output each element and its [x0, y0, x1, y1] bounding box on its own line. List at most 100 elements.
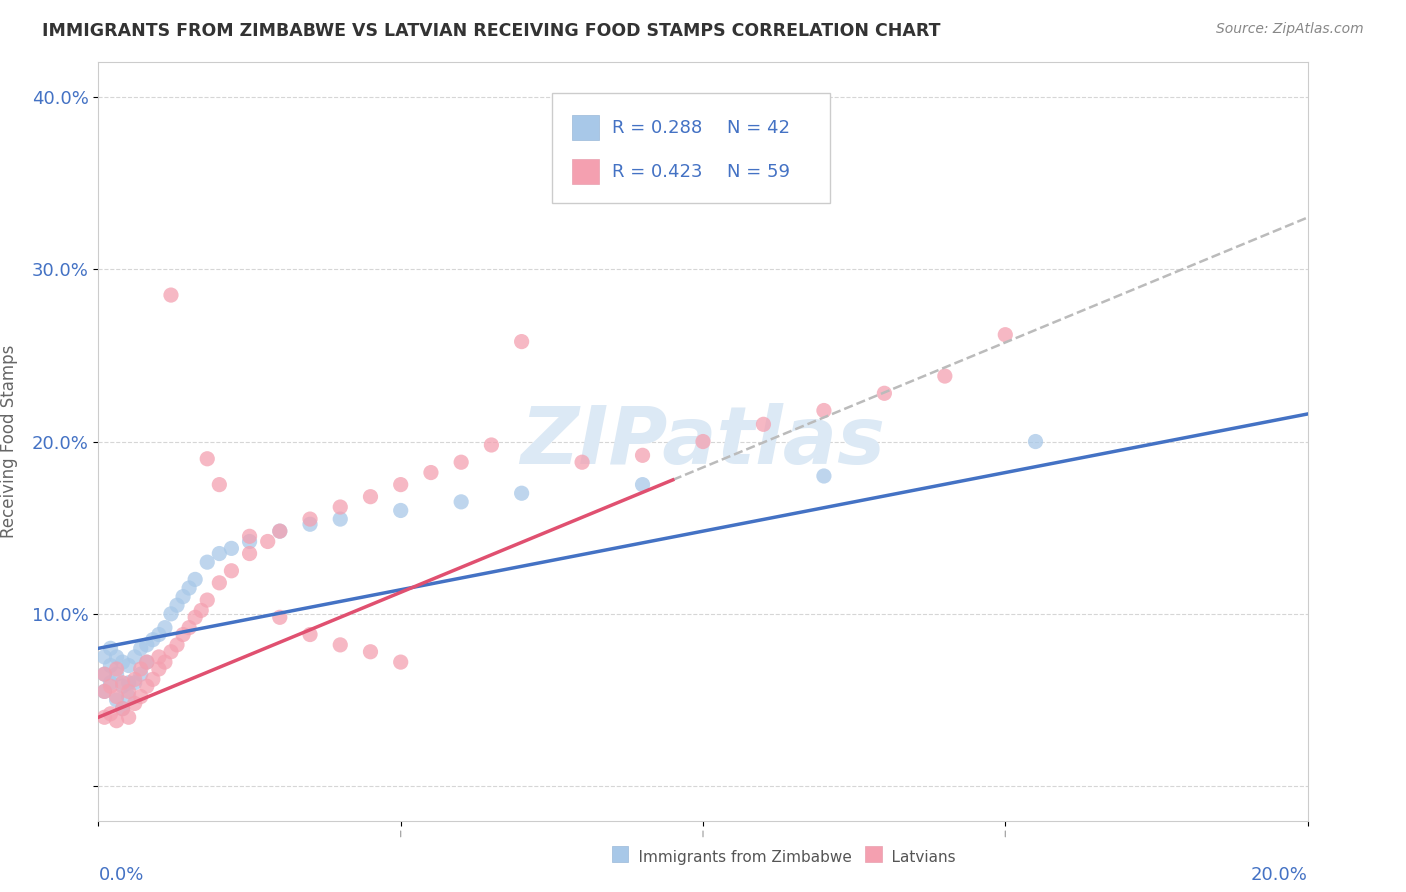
Bar [572, 115, 599, 140]
Bar [865, 846, 882, 862]
FancyBboxPatch shape [551, 93, 830, 202]
Y-axis label: Receiving Food Stamps: Receiving Food Stamps [0, 345, 18, 538]
Point [105, 714, 128, 728]
Point [179, 621, 201, 635]
Point [221, 541, 243, 556]
Point [100, 641, 122, 656]
Point [129, 641, 152, 656]
Point [873, 386, 896, 401]
Point [142, 673, 165, 687]
Point [93, 684, 115, 698]
Point [105, 690, 128, 704]
Point [160, 607, 183, 621]
Point [299, 627, 322, 641]
Bar [612, 846, 628, 862]
Text: Immigrants from Zimbabwe: Immigrants from Zimbabwe [619, 850, 852, 865]
Point [118, 675, 141, 690]
Point [124, 673, 146, 687]
Point [105, 662, 128, 676]
Point [329, 500, 352, 514]
Point [93, 667, 115, 681]
Point [166, 599, 188, 613]
Point [269, 524, 291, 538]
Point [160, 645, 183, 659]
Point [100, 679, 122, 693]
Point [100, 658, 122, 673]
Point [135, 679, 157, 693]
Text: Source: ZipAtlas.com: Source: ZipAtlas.com [1216, 22, 1364, 37]
Point [135, 638, 157, 652]
Point [179, 581, 201, 595]
Point [135, 655, 157, 669]
Point [450, 495, 472, 509]
Point [813, 403, 835, 417]
Point [239, 529, 262, 543]
Point [256, 534, 278, 549]
Point [631, 448, 654, 462]
Point [195, 593, 218, 607]
Point [1024, 434, 1046, 449]
Point [389, 477, 412, 491]
Point [124, 649, 146, 664]
Point [93, 649, 115, 664]
Point [239, 547, 262, 561]
Point [129, 662, 152, 676]
Point [129, 690, 152, 704]
Point [208, 477, 231, 491]
Point [631, 477, 654, 491]
Point [118, 710, 141, 724]
Point [111, 701, 134, 715]
Point [221, 564, 243, 578]
Point [994, 327, 1017, 342]
Point [269, 524, 291, 538]
Point [111, 655, 134, 669]
Point [172, 627, 194, 641]
Point [111, 679, 134, 693]
Point [93, 667, 115, 681]
Text: Latvians: Latvians [872, 850, 955, 865]
Point [420, 466, 443, 480]
Point [142, 632, 165, 647]
Point [93, 710, 115, 724]
Point [184, 610, 207, 624]
Point [172, 590, 194, 604]
Point [153, 621, 176, 635]
Point [129, 667, 152, 681]
Text: IMMIGRANTS FROM ZIMBABWE VS LATVIAN RECEIVING FOOD STAMPS CORRELATION CHART: IMMIGRANTS FROM ZIMBABWE VS LATVIAN RECE… [42, 22, 941, 40]
Point [208, 547, 231, 561]
Point [105, 693, 128, 707]
Point [148, 662, 170, 676]
Text: R = 0.288: R = 0.288 [613, 120, 703, 137]
Bar [572, 159, 599, 184]
Point [329, 512, 352, 526]
Point [571, 455, 593, 469]
Point [135, 655, 157, 669]
Point [100, 706, 122, 721]
Point [93, 684, 115, 698]
Point [813, 469, 835, 483]
Point [299, 517, 322, 532]
Point [105, 667, 128, 681]
Point [299, 512, 322, 526]
Point [160, 288, 183, 302]
Point [118, 684, 141, 698]
Point [510, 486, 533, 500]
Point [389, 503, 412, 517]
Point [239, 534, 262, 549]
Point [195, 555, 218, 569]
Point [510, 334, 533, 349]
Point [360, 645, 382, 659]
Point [184, 573, 207, 587]
Point [208, 575, 231, 590]
Point [124, 675, 146, 690]
Point [329, 638, 352, 652]
Point [389, 655, 412, 669]
Text: R = 0.423: R = 0.423 [613, 163, 703, 181]
Point [124, 697, 146, 711]
Point [105, 649, 128, 664]
Point [692, 434, 714, 449]
Text: 0.0%: 0.0% [98, 866, 143, 884]
Point [752, 417, 775, 432]
Point [450, 455, 472, 469]
Point [166, 638, 188, 652]
